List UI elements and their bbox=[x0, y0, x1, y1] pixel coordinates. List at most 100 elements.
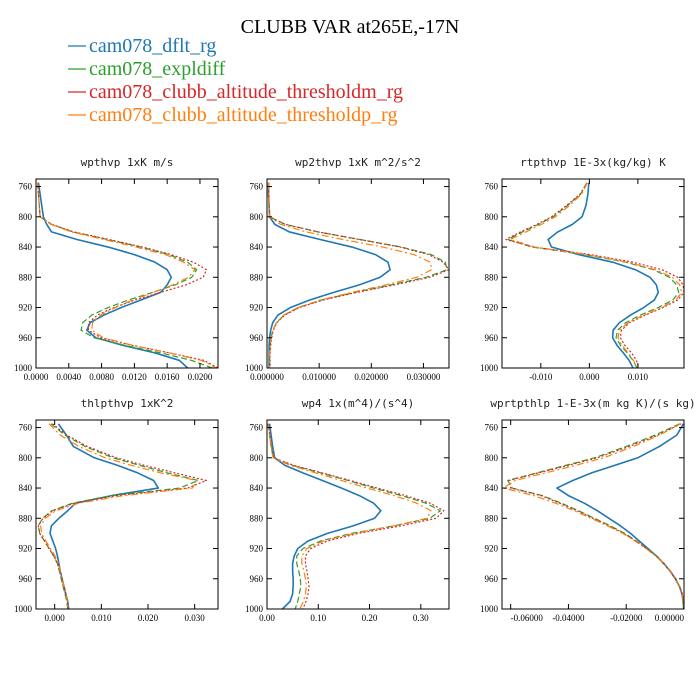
y-tick-label: 960 bbox=[19, 333, 33, 343]
chart-panel: wpthvp 1xK m/s 760 800 840 880 920 960 1000 0.00… bbox=[14, 156, 219, 382]
series-line bbox=[267, 423, 441, 609]
series-line bbox=[547, 182, 660, 368]
x-tick-label: 0.000 bbox=[45, 613, 66, 623]
panel-title: wpthvp 1xK m/s bbox=[81, 156, 174, 169]
y-tick-label: 760 bbox=[485, 423, 499, 433]
series-line bbox=[267, 182, 448, 368]
panel-title: thlpthvp 1xK^2 bbox=[81, 397, 174, 410]
y-tick-label: 1000 bbox=[480, 604, 499, 614]
series-line bbox=[508, 423, 684, 609]
figure-title: CLUBB VAR at265E,-17N bbox=[241, 16, 460, 38]
x-tick-label: 0.020 bbox=[138, 613, 159, 623]
chart-panel: thlpthvp 1xK^2 760 800 840 880 920 960 1000 0.00… bbox=[14, 397, 219, 623]
x-tick-label: 0.00000 bbox=[655, 613, 685, 623]
x-tick-label: 0.00 bbox=[259, 613, 275, 623]
y-tick-label: 880 bbox=[485, 272, 499, 282]
y-tick-label: 840 bbox=[19, 242, 33, 252]
series-line bbox=[502, 423, 684, 609]
y-tick-label: 800 bbox=[19, 212, 33, 222]
y-tick-label: 1000 bbox=[14, 604, 33, 614]
y-tick-label: 1000 bbox=[245, 363, 264, 373]
series-line bbox=[37, 182, 218, 368]
series-line bbox=[268, 423, 382, 609]
y-tick-label: 800 bbox=[19, 453, 33, 463]
y-tick-label: 960 bbox=[485, 574, 499, 584]
x-tick-label: 0.010 bbox=[91, 613, 112, 623]
series-line bbox=[37, 423, 207, 609]
y-tick-label: 840 bbox=[485, 242, 499, 252]
y-tick-label: 920 bbox=[485, 303, 499, 313]
series-line bbox=[509, 182, 683, 368]
chart-panels: wpthvp 1xK m/s76080084088092096010000.00… bbox=[14, 156, 696, 623]
x-tick-label: 0.0040 bbox=[56, 372, 81, 382]
plot-frame bbox=[35, 178, 219, 369]
x-tick-label: -0.04000 bbox=[552, 613, 585, 623]
y-tick-label: 920 bbox=[250, 303, 264, 313]
chart-panel: wp4 1x(m^4)/(s^4)76080084088092096010000… bbox=[245, 397, 450, 623]
plot-frame bbox=[501, 178, 685, 369]
y-tick-label: 880 bbox=[19, 513, 33, 523]
legend: cam078_dflt_rgcam078_expldiffcam078_club… bbox=[68, 35, 403, 126]
y-tick-label: 840 bbox=[250, 483, 264, 493]
y-tick-label: 1000 bbox=[480, 363, 499, 373]
panel-title: rtpthvp 1E-3x(kg/kg) K bbox=[520, 156, 666, 169]
y-tick-label: 840 bbox=[250, 242, 264, 252]
x-tick-label: -0.010 bbox=[529, 372, 553, 382]
y-tick-label: 920 bbox=[19, 303, 33, 313]
y-tick-label: 880 bbox=[485, 513, 499, 523]
legend-label: cam078_clubb_altitude_thresholdm_rg bbox=[89, 81, 403, 103]
series-line bbox=[49, 423, 160, 609]
x-tick-label: 0.000 bbox=[579, 372, 600, 382]
chart-panel: wprtpthlp 1-E-3x(m kg K)/(s kg) 760 800 840… bbox=[480, 397, 696, 623]
x-tick-label: 0.20 bbox=[362, 613, 378, 623]
series-line bbox=[267, 182, 449, 368]
y-tick-label: 960 bbox=[485, 333, 499, 343]
y-tick-label: 760 bbox=[19, 423, 33, 433]
x-tick-label: 0.0080 bbox=[89, 372, 114, 382]
panel-title: wp4 1x(m^4)/(s^4) bbox=[302, 397, 415, 410]
y-tick-label: 880 bbox=[250, 513, 264, 523]
y-tick-label: 840 bbox=[485, 483, 499, 493]
y-tick-label: 880 bbox=[250, 272, 264, 282]
series-line bbox=[267, 423, 432, 609]
y-tick-label: 1000 bbox=[14, 363, 33, 373]
x-tick-label: 0.30 bbox=[413, 613, 429, 623]
panel-title: wp2thvp 1xK m^2/s^2 bbox=[295, 156, 421, 169]
series-line bbox=[37, 182, 217, 368]
plot-frame bbox=[266, 178, 450, 369]
x-tick-label: 0.010 bbox=[628, 372, 649, 382]
y-tick-label: 800 bbox=[250, 212, 264, 222]
chart-panel: rtpthvp 1E-3x(kg/kg) K 760 800 840 880 920 960… bbox=[480, 156, 685, 382]
legend-label: cam078_dflt_rg bbox=[89, 35, 216, 57]
x-tick-label: 0.030000 bbox=[407, 372, 441, 382]
plot-frame bbox=[35, 419, 219, 610]
legend-label: cam078_expldiff bbox=[89, 58, 226, 80]
x-tick-label: 0.000000 bbox=[250, 372, 284, 382]
y-tick-label: 760 bbox=[19, 182, 33, 192]
x-tick-label: 0.0120 bbox=[122, 372, 147, 382]
y-tick-label: 880 bbox=[19, 272, 33, 282]
series-line bbox=[37, 182, 213, 368]
series-line bbox=[507, 182, 680, 368]
y-tick-label: 1000 bbox=[245, 604, 264, 614]
x-tick-label: 0.030 bbox=[185, 613, 206, 623]
x-tick-label: -0.06000 bbox=[511, 613, 544, 623]
x-tick-label: 0.10 bbox=[310, 613, 326, 623]
y-tick-label: 840 bbox=[19, 483, 33, 493]
series-line bbox=[37, 182, 189, 368]
series-line bbox=[505, 182, 684, 368]
series-line bbox=[267, 182, 391, 368]
y-tick-label: 760 bbox=[485, 182, 499, 192]
plot-frame bbox=[501, 419, 685, 610]
y-tick-label: 920 bbox=[250, 544, 264, 554]
series-line bbox=[267, 182, 433, 368]
plot-frame bbox=[266, 419, 450, 610]
series-line bbox=[267, 423, 445, 609]
y-tick-label: 800 bbox=[485, 212, 499, 222]
x-tick-label: 0.020000 bbox=[354, 372, 388, 382]
x-tick-label: 0.0200 bbox=[188, 372, 213, 382]
series-line bbox=[40, 423, 198, 609]
y-tick-label: 960 bbox=[250, 574, 264, 584]
y-tick-label: 760 bbox=[250, 182, 264, 192]
